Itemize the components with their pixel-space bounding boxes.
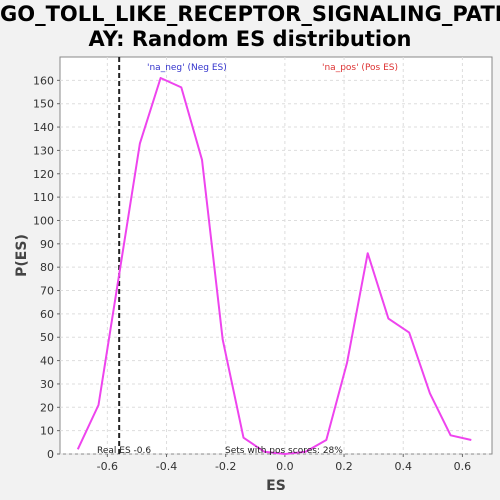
pos-scores-annotation: Sets with pos scores: 28% [225, 446, 343, 456]
x-tick-label: -0.4 [156, 460, 177, 473]
plot-area [59, 56, 493, 455]
x-axis-ticks: -0.6 -0.4 -0.2 0.0 0.2 0.4 0.6 [97, 454, 472, 473]
y-tick-label: 140 [33, 121, 54, 134]
y-tick-label: 70 [40, 285, 54, 298]
y-tick-label: 40 [40, 355, 54, 368]
x-axis-label: ES [266, 478, 286, 494]
y-tick-label: 0 [47, 448, 54, 461]
y-tick-label: 20 [40, 401, 54, 414]
y-tick-label: 30 [40, 378, 54, 391]
y-axis-ticks: 0 10 20 30 40 50 60 70 80 90 100 110 120 130 140 150 160 [33, 74, 60, 461]
y-tick-label: 120 [33, 168, 54, 181]
y-tick-label: 10 [40, 425, 54, 438]
chart-title: GO_TOLL_LIKE_RECEPTOR_SIGNALING_PATHW AY… [0, 2, 500, 52]
y-tick-label: 100 [33, 214, 54, 227]
series-line [76, 77, 472, 455]
y-tick-label: 60 [40, 308, 54, 321]
grid-lines [60, 57, 492, 455]
x-tick-label: 0.2 [335, 460, 353, 473]
y-axis-label: P(ES) [14, 234, 30, 277]
x-tick-label: -0.6 [97, 460, 118, 473]
x-tick-label: 0.4 [394, 460, 412, 473]
y-tick-label: 80 [40, 261, 54, 274]
x-tick-label: 0.6 [454, 460, 472, 473]
chart-title-line-2: AY: Random ES distribution [88, 27, 412, 51]
chart-title-line-1: GO_TOLL_LIKE_RECEPTOR_SIGNALING_PATHW [0, 2, 500, 26]
y-tick-label: 130 [33, 144, 54, 157]
y-tick-label: 160 [33, 74, 54, 87]
y-tick-label: 110 [33, 191, 54, 204]
x-tick-label: 0.0 [276, 460, 294, 473]
x-tick-label: -0.2 [215, 460, 236, 473]
y-tick-label: 150 [33, 98, 54, 111]
y-tick-label: 90 [40, 238, 54, 251]
real-es-annotation: Real ES -0.6 [97, 446, 151, 456]
y-tick-label: 50 [40, 331, 54, 344]
pos-es-label: 'na_pos' (Pos ES) [322, 63, 398, 73]
neg-es-label: 'na_neg' (Neg ES) [147, 63, 227, 73]
